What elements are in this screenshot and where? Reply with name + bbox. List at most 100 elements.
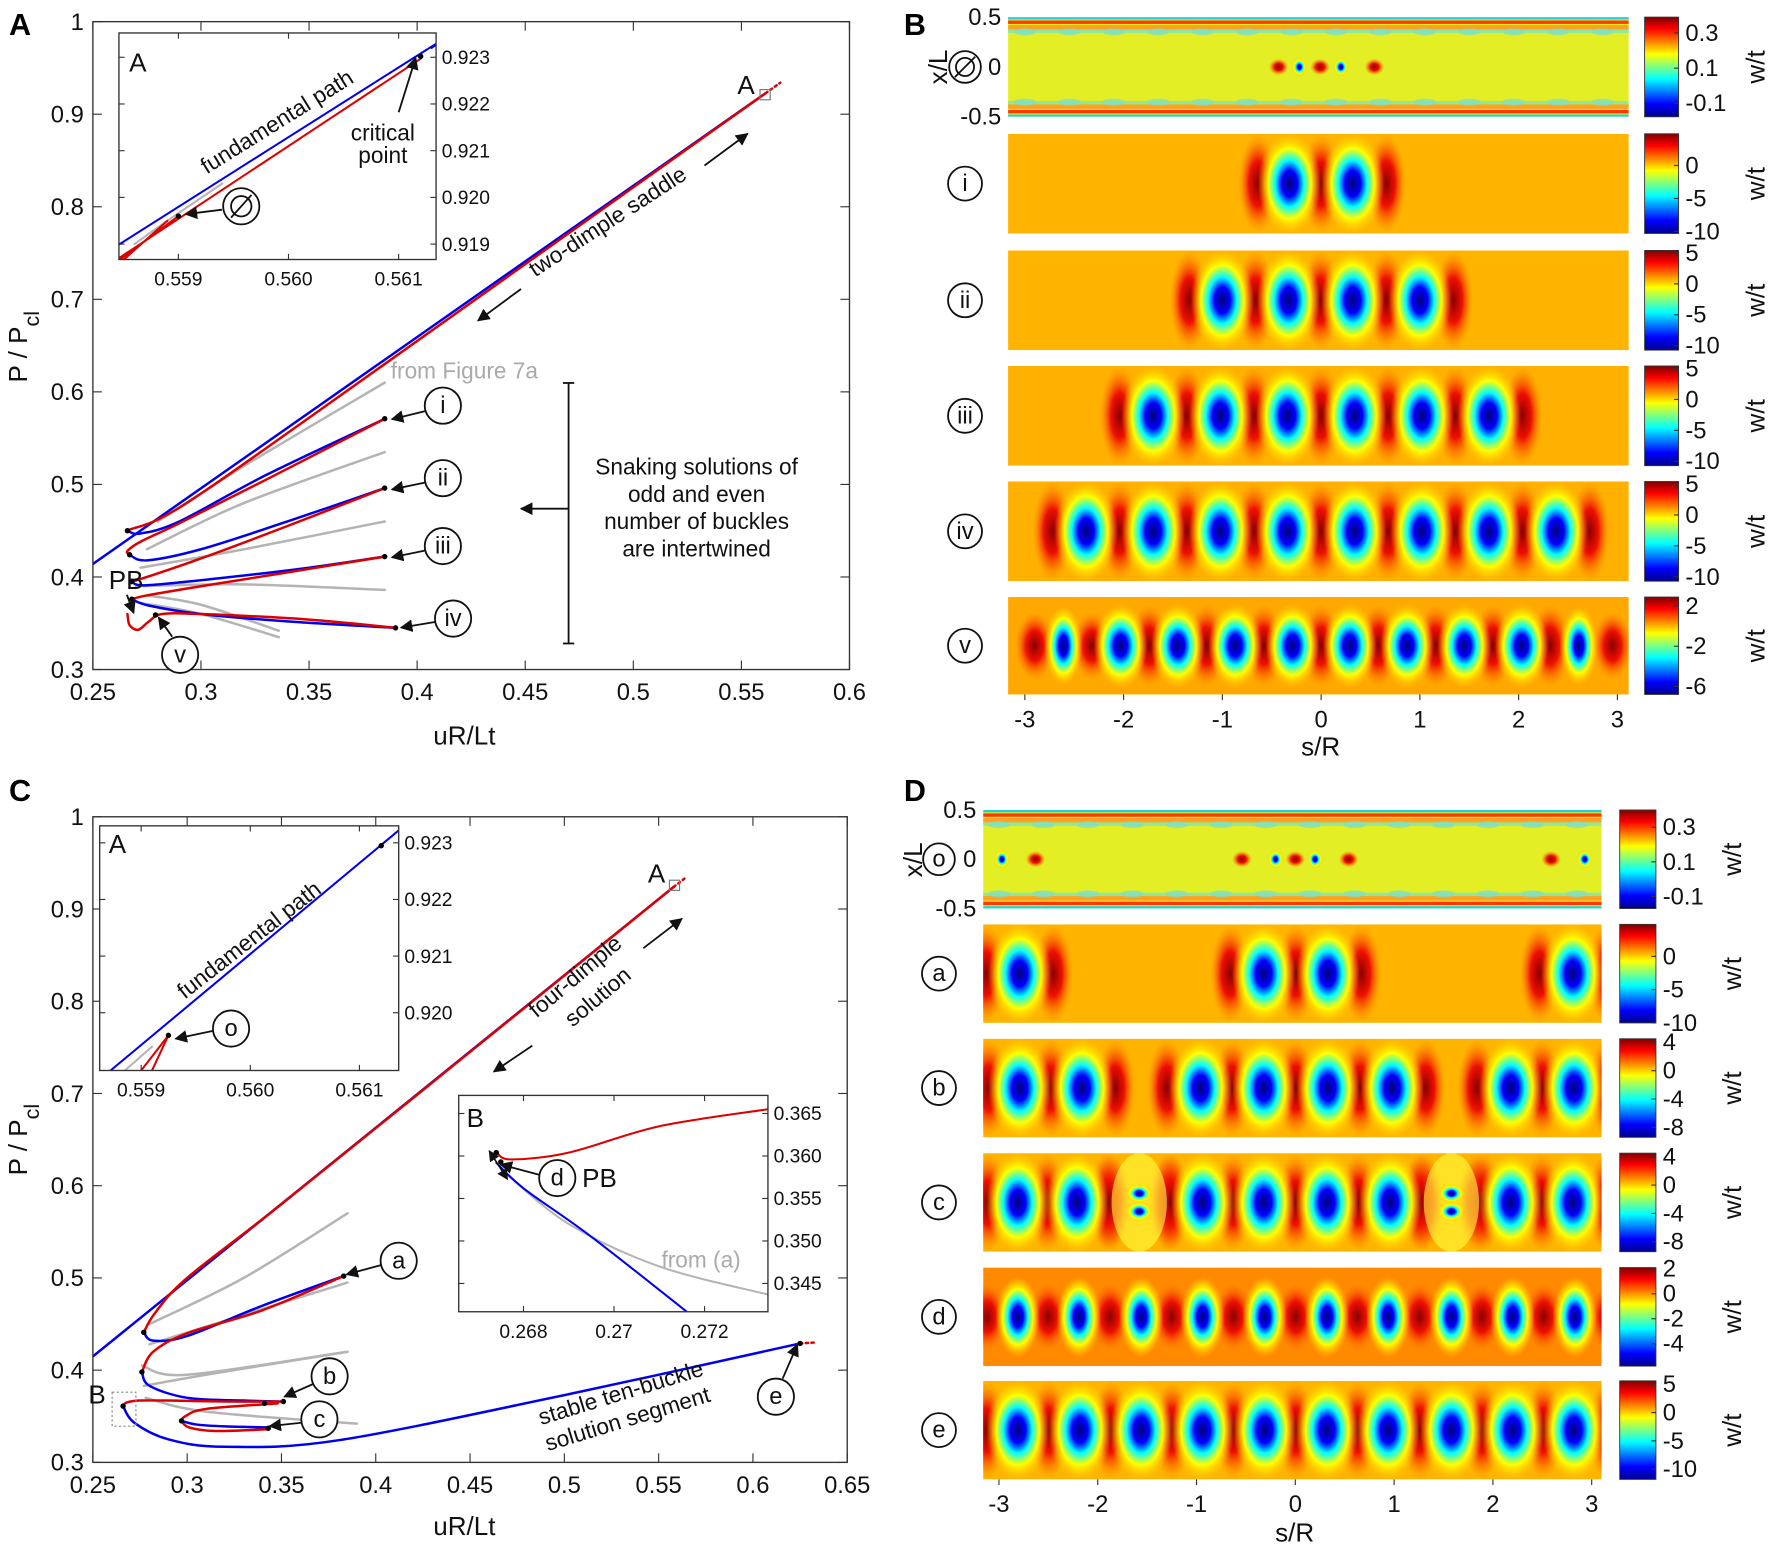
series-line-blue-e [121,1342,802,1449]
dimple [1388,250,1452,351]
x-tick-label: 0.3 [184,679,217,706]
ripple [1565,890,1589,898]
dimple [1242,1275,1287,1358]
series-line-gray [504,1171,768,1296]
fold-point-marker [175,213,182,219]
heatmap-field [983,1380,1602,1480]
label-circle [921,1184,957,1221]
y-tick-label: -0.5 [935,895,976,922]
colorbar-tick-label: -10 [1685,218,1719,245]
colorbar-tick-label: -2 [1685,633,1706,660]
label-d: d [538,1159,577,1198]
dimple [1170,1153,1235,1252]
heatmap-row-a: 0 -5 -10 w/t a [921,923,1747,1037]
x-tick-label: -3 [1014,706,1035,733]
colorbar-tick-label: -5 [1685,185,1706,212]
colorbar [1619,1152,1657,1253]
ripple [1165,821,1189,829]
colorbar [1644,249,1680,351]
series-line-red-3 [122,219,169,260]
x-tick-label: 0.27 [595,1322,632,1343]
label-circle [947,282,983,319]
series-line-red-main [126,91,767,532]
edge-stripe [1008,110,1629,114]
colorbar-tick-label: -5 [1685,417,1706,444]
colorbar [1644,16,1680,118]
row-label-text: ii [960,287,971,314]
fold-point-marker [493,1149,500,1156]
positive-lobe [1268,58,1289,76]
arrow [345,1264,381,1278]
x-tick-label: 0 [1289,1491,1302,1518]
colorbar-tick-label: 5 [1685,240,1698,267]
dimple [1321,250,1385,351]
series-line-red-c [180,1419,270,1433]
colorbar [1644,596,1680,695]
from-figure-label: from Figure 7a [391,357,539,383]
panel-label-d: D [904,774,926,808]
dimple [1233,1380,1297,1480]
svg-text:o: o [224,1015,237,1042]
colorbar-tick-label: 2 [1663,1256,1676,1283]
colorbar-tick-label: 0 [1663,1399,1676,1426]
label-c: c [300,1400,339,1439]
ripple [1120,890,1144,898]
dimple [1307,849,1323,869]
heatmap-field [1008,250,1629,351]
ripple [1502,98,1526,106]
colorbar-tick-label: -4 [1663,1331,1684,1358]
series-line-red-a [140,1274,345,1374]
inset-a-plot: 0.559 0.560 0.561 0.919 0.920 0.921 0.922 0.923 [118,32,490,291]
dimple [1542,1038,1602,1138]
x-tick-label: 0.55 [718,679,764,706]
x-tick-label: 1 [1413,706,1426,733]
positive-lobe [1462,1282,1502,1352]
dimple [1524,481,1588,582]
dimple [1291,57,1308,77]
label-b: b [310,1357,349,1396]
snaking-note: Snaking solutions of [595,454,798,480]
fold-point-marker [165,1032,172,1039]
y-tick-label: 0.5 [943,797,976,824]
series-line-red-dotted [672,875,689,889]
label-v: v [947,627,983,664]
x-tick-label: 0 [1315,706,1328,733]
ripple [1209,821,1233,829]
snaking-note: number of buckles [604,508,789,534]
y-tick-label: 0.365 [774,1104,822,1125]
pb-label: PB [109,565,144,595]
x-tick-label: 0.560 [264,270,312,291]
label-b: b [921,1070,957,1106]
fold-point-marker [120,1403,126,1409]
positive-lobe [1541,850,1562,868]
panel-label-a: A [9,8,31,42]
edge-stripe [1008,29,1629,33]
dimple [1380,602,1434,689]
y-tick-label: 0.5 [968,4,1001,31]
arrow [390,480,425,494]
dimple [1295,1380,1359,1480]
dimple [986,1380,1050,1480]
x-axis-label: uR/Lt [433,720,496,750]
series-line-blue-c [180,1419,270,1429]
ripple [1013,98,1037,106]
label-a: a [379,1241,418,1280]
colorbar-tick-label: 0.3 [1685,20,1718,47]
fold-point-marker [381,485,388,491]
ripple [1432,890,1455,898]
zoom-box [668,879,681,891]
dimple [1232,1038,1296,1138]
dimple [1109,1380,1173,1480]
dimple [1358,1153,1422,1252]
arrow [174,1029,214,1043]
ripple [1521,821,1544,829]
edge-stripe [1008,100,1629,105]
heatmap-row-ii: 5 0 -5 -10 w/t ii [947,240,1771,360]
y-tick-label: 0 [963,846,976,873]
colorbar-tick-label: -8 [1663,1229,1684,1256]
edge-stripe [1008,104,1629,109]
heatmap-field [983,1153,1602,1252]
pb-label: PB [582,1163,617,1193]
y-tick-label: 0.4 [51,564,84,591]
ripple [1298,890,1322,898]
